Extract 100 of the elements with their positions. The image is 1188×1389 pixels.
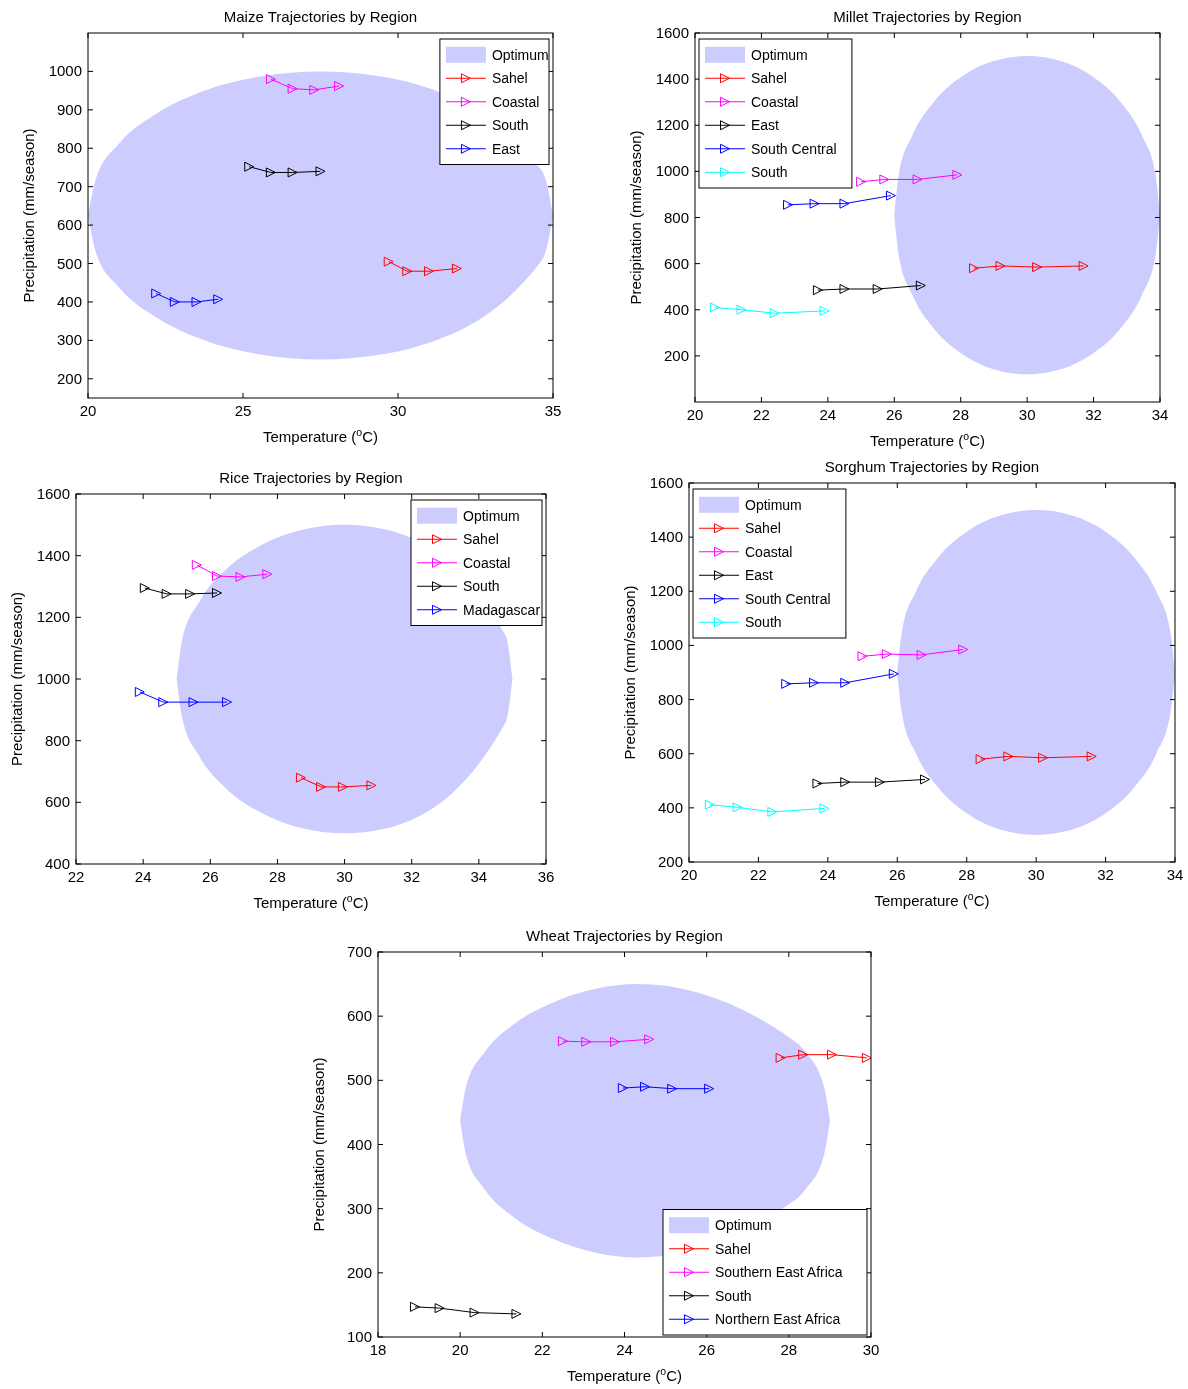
point <box>265 74 276 85</box>
y-tick-label: 400 <box>346 1135 372 1153</box>
point <box>912 174 923 185</box>
y-tick-label: 800 <box>657 690 683 708</box>
point <box>581 1036 592 1047</box>
point <box>451 263 462 274</box>
legend-label: Madagascar <box>463 601 541 618</box>
y-tick-label: 1000 <box>36 670 70 687</box>
point <box>995 260 1006 271</box>
legend-label: East <box>745 567 774 584</box>
x-axis-title: Temperature ($^{o}$C) <box>253 892 369 911</box>
x-tick-label: 34 <box>470 868 488 885</box>
point <box>287 167 298 178</box>
y-tick-label: 200 <box>56 369 82 387</box>
point <box>295 772 306 783</box>
legend-label: Optimum <box>715 1217 772 1234</box>
y-tick-label: 1400 <box>36 546 70 564</box>
point <box>315 166 326 177</box>
x-tick-label: 30 <box>389 402 407 419</box>
legend-label: South <box>463 578 500 595</box>
point <box>644 1034 655 1045</box>
legend-label: South <box>745 614 782 631</box>
y-tick-label: 400 <box>663 300 689 318</box>
point <box>1038 752 1049 763</box>
legend-label: East <box>491 140 521 157</box>
legend-label: Sahel <box>751 70 787 87</box>
point <box>872 283 883 294</box>
y-tick-label: 1600 <box>36 485 70 502</box>
legend-label: Sahel <box>463 531 499 548</box>
y-tick-label: 400 <box>657 798 683 816</box>
y-tick-label: 1200 <box>655 116 689 134</box>
x-tick-label: 32 <box>1085 406 1102 423</box>
x-tick-label: 32 <box>403 868 421 885</box>
legend-label: Northern East Africa <box>715 1311 841 1328</box>
point <box>667 1083 678 1094</box>
legend-label: South <box>715 1287 752 1304</box>
x-tick-label: 18 <box>369 1341 387 1358</box>
point <box>874 777 885 788</box>
point <box>916 649 927 660</box>
point <box>783 199 793 210</box>
point <box>732 802 743 813</box>
y-tick-label: 1600 <box>655 24 689 41</box>
y-tick-label: 1600 <box>649 474 683 491</box>
point <box>366 780 377 791</box>
point <box>191 559 202 570</box>
x-tick-label: 20 <box>680 866 698 883</box>
point <box>265 167 276 178</box>
point <box>881 649 892 660</box>
y-tick-label: 600 <box>657 744 683 762</box>
legend-label: Coastal <box>463 554 511 571</box>
chart-title: Rice Trajectories by Region <box>219 469 403 486</box>
point <box>969 263 979 274</box>
point <box>235 571 246 582</box>
x-tick-label: 22 <box>67 868 85 885</box>
point <box>920 774 931 785</box>
chart-title: Millet Trajectories by Region <box>833 8 1022 25</box>
point <box>409 1301 420 1312</box>
point <box>781 678 792 689</box>
point <box>775 1052 786 1063</box>
x-tick-label: 30 <box>1027 866 1045 883</box>
y-tick-label: 1000 <box>655 162 689 180</box>
y-tick-label: 300 <box>346 1199 372 1217</box>
y-axis-title: Precipitation (mm/season) <box>8 591 25 767</box>
point <box>151 288 162 299</box>
legend-label: Coastal <box>745 543 793 560</box>
y-axis-title: Precipitation (mm/season) <box>627 130 644 305</box>
point <box>212 587 222 598</box>
y-tick-label: 500 <box>56 254 82 272</box>
x-tick-label: 28 <box>269 868 286 885</box>
point <box>161 588 172 599</box>
point <box>244 161 255 172</box>
legend-label: Southern East Africa <box>715 1264 843 1281</box>
y-tick-label: 600 <box>346 1007 372 1025</box>
legend-label: South <box>751 164 788 181</box>
point <box>640 1081 651 1092</box>
y-tick-label: 1400 <box>655 70 689 88</box>
point <box>222 697 233 708</box>
point <box>212 571 222 582</box>
legend-label: South Central <box>751 140 837 157</box>
y-axis-title: Precipitation (mm/season) <box>621 585 638 760</box>
point <box>402 266 413 277</box>
y-tick-label: 800 <box>44 731 70 749</box>
point <box>287 83 298 94</box>
x-tick-label: 22 <box>750 866 767 883</box>
y-tick-label: 800 <box>663 208 689 226</box>
point <box>888 668 899 679</box>
point <box>262 569 273 580</box>
x-tick-label: 24 <box>616 1341 633 1358</box>
x-tick-label: 30 <box>862 1341 880 1358</box>
y-tick-label: 600 <box>56 216 82 234</box>
point <box>798 1049 809 1060</box>
point <box>812 285 823 296</box>
point <box>952 169 963 180</box>
x-tick-label: 26 <box>888 866 906 883</box>
y-tick-label: 1400 <box>649 528 683 546</box>
point <box>809 198 820 209</box>
point <box>134 686 145 697</box>
chart-title: Wheat Trajectories by Region <box>526 927 723 944</box>
point <box>169 296 180 307</box>
y-tick-label: 1000 <box>649 636 683 654</box>
